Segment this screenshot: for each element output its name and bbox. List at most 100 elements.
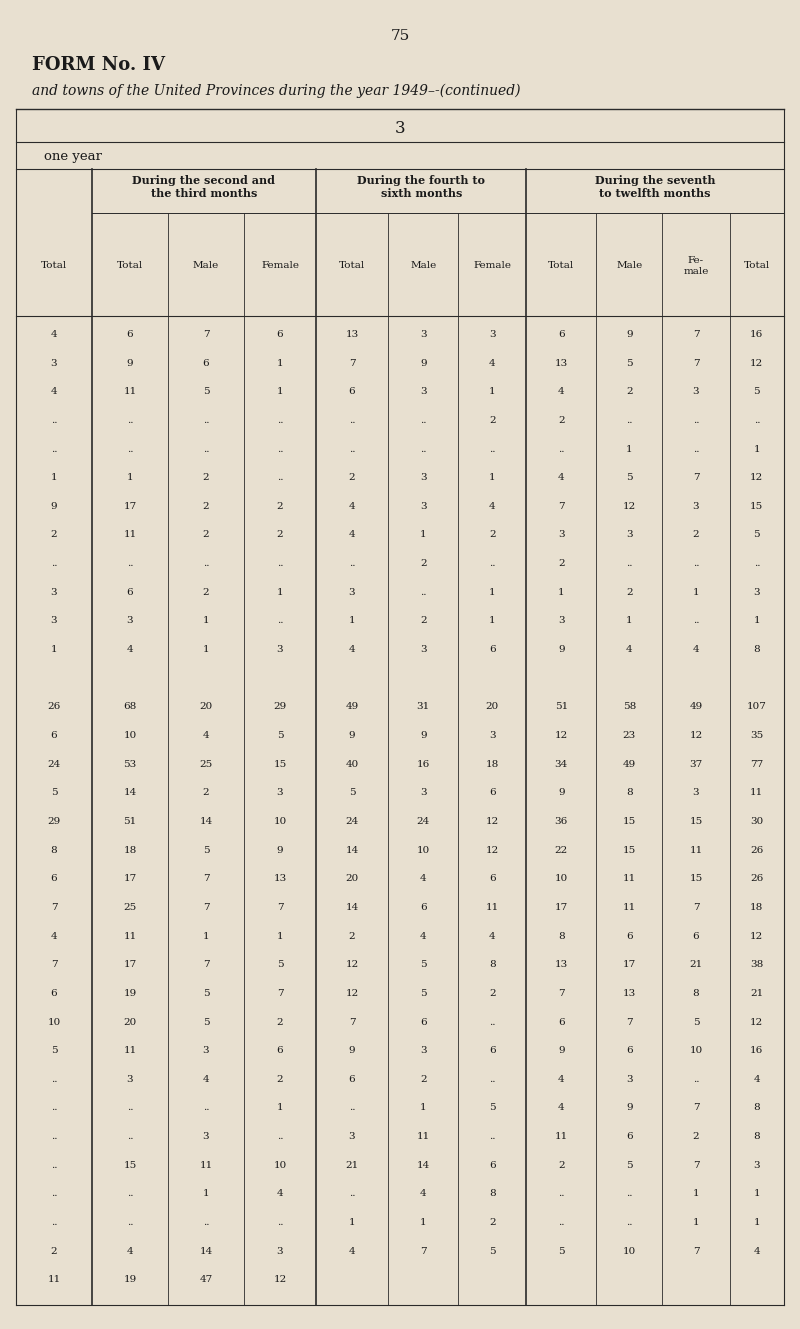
Text: 5: 5 bbox=[754, 530, 760, 540]
Text: 1: 1 bbox=[693, 1189, 699, 1199]
Text: ..: .. bbox=[349, 1103, 355, 1112]
Text: 2: 2 bbox=[202, 502, 210, 510]
Text: 5: 5 bbox=[626, 473, 633, 482]
Text: 22: 22 bbox=[554, 845, 568, 855]
Text: 5: 5 bbox=[420, 961, 426, 969]
Text: 6: 6 bbox=[277, 1046, 283, 1055]
Text: 7: 7 bbox=[693, 1160, 699, 1170]
Text: 6: 6 bbox=[489, 788, 496, 797]
Text: 4: 4 bbox=[754, 1075, 760, 1084]
Text: ..: .. bbox=[349, 444, 355, 453]
Text: ..: .. bbox=[754, 416, 760, 425]
Text: 3: 3 bbox=[394, 120, 406, 137]
Text: 47: 47 bbox=[199, 1276, 213, 1284]
Text: 8: 8 bbox=[754, 645, 760, 654]
Text: 7: 7 bbox=[50, 961, 58, 969]
Text: 6: 6 bbox=[349, 1075, 355, 1084]
Text: 2: 2 bbox=[558, 416, 565, 425]
Text: ..: .. bbox=[693, 560, 699, 567]
Text: 49: 49 bbox=[690, 702, 702, 711]
Text: 11: 11 bbox=[486, 902, 499, 912]
Text: 68: 68 bbox=[123, 702, 137, 711]
Text: 6: 6 bbox=[558, 1018, 565, 1026]
Text: 4: 4 bbox=[558, 1075, 565, 1084]
Text: 3: 3 bbox=[420, 387, 426, 396]
Text: 9: 9 bbox=[420, 359, 426, 368]
Text: 4: 4 bbox=[50, 330, 58, 339]
Text: 3: 3 bbox=[626, 530, 633, 540]
Text: 6: 6 bbox=[50, 989, 58, 998]
Text: 6: 6 bbox=[126, 330, 134, 339]
Text: 10: 10 bbox=[47, 1018, 61, 1026]
Text: 9: 9 bbox=[558, 788, 565, 797]
Text: During the fourth to
sixth months: During the fourth to sixth months bbox=[357, 175, 485, 199]
Text: 4: 4 bbox=[420, 932, 426, 941]
Text: 1: 1 bbox=[50, 645, 58, 654]
Text: 15: 15 bbox=[690, 817, 702, 827]
Text: 15: 15 bbox=[123, 1160, 137, 1170]
Text: 8: 8 bbox=[754, 1132, 760, 1142]
Text: 2: 2 bbox=[558, 560, 565, 567]
Text: 6: 6 bbox=[50, 731, 58, 740]
Text: 12: 12 bbox=[486, 845, 499, 855]
Text: 17: 17 bbox=[123, 874, 137, 884]
Text: 9: 9 bbox=[349, 731, 355, 740]
Text: 3: 3 bbox=[50, 617, 58, 626]
Text: 1: 1 bbox=[489, 387, 496, 396]
Text: 2: 2 bbox=[693, 530, 699, 540]
Text: ..: .. bbox=[50, 1103, 58, 1112]
Text: 1: 1 bbox=[202, 1189, 210, 1199]
Text: ..: .. bbox=[626, 1189, 633, 1199]
Text: 4: 4 bbox=[349, 502, 355, 510]
Text: 11: 11 bbox=[750, 788, 763, 797]
Text: 4: 4 bbox=[349, 645, 355, 654]
Text: 2: 2 bbox=[558, 1160, 565, 1170]
Text: 13: 13 bbox=[554, 359, 568, 368]
Text: ..: .. bbox=[126, 1189, 134, 1199]
Text: ..: .. bbox=[558, 444, 565, 453]
Text: 6: 6 bbox=[420, 902, 426, 912]
Text: ..: .. bbox=[126, 1219, 134, 1227]
Text: 6: 6 bbox=[202, 359, 210, 368]
Text: 2: 2 bbox=[489, 989, 496, 998]
Text: 1: 1 bbox=[277, 587, 283, 597]
Text: 3: 3 bbox=[420, 473, 426, 482]
Text: 6: 6 bbox=[126, 587, 134, 597]
Text: 1: 1 bbox=[754, 444, 760, 453]
Text: ..: .. bbox=[126, 444, 134, 453]
Text: 9: 9 bbox=[420, 731, 426, 740]
Text: 6: 6 bbox=[349, 387, 355, 396]
Text: ..: .. bbox=[202, 444, 210, 453]
Text: 9: 9 bbox=[558, 1046, 565, 1055]
Text: 1: 1 bbox=[202, 617, 210, 626]
Text: 3: 3 bbox=[420, 1046, 426, 1055]
Text: 1: 1 bbox=[558, 587, 565, 597]
Text: 4: 4 bbox=[558, 387, 565, 396]
Text: ..: .. bbox=[202, 416, 210, 425]
Text: ..: .. bbox=[626, 416, 633, 425]
Text: 6: 6 bbox=[626, 1132, 633, 1142]
Text: 3: 3 bbox=[126, 617, 134, 626]
Text: 4: 4 bbox=[558, 1103, 565, 1112]
Text: ..: .. bbox=[126, 560, 134, 567]
Text: ..: .. bbox=[349, 416, 355, 425]
Text: 1: 1 bbox=[693, 587, 699, 597]
Text: 1: 1 bbox=[277, 387, 283, 396]
Text: 14: 14 bbox=[123, 788, 137, 797]
Text: 4: 4 bbox=[202, 1075, 210, 1084]
Text: 11: 11 bbox=[123, 387, 137, 396]
Text: 12: 12 bbox=[274, 1276, 286, 1284]
Text: ..: .. bbox=[277, 617, 283, 626]
Text: 1: 1 bbox=[754, 617, 760, 626]
Text: 16: 16 bbox=[417, 760, 430, 768]
Text: 3: 3 bbox=[202, 1132, 210, 1142]
Text: 3: 3 bbox=[693, 788, 699, 797]
Text: 7: 7 bbox=[693, 359, 699, 368]
Text: 7: 7 bbox=[277, 902, 283, 912]
Text: 14: 14 bbox=[346, 845, 358, 855]
Text: ..: .. bbox=[754, 560, 760, 567]
Text: 4: 4 bbox=[626, 645, 633, 654]
Text: 10: 10 bbox=[622, 1247, 636, 1256]
Text: ..: .. bbox=[202, 1103, 210, 1112]
Text: 8: 8 bbox=[50, 845, 58, 855]
